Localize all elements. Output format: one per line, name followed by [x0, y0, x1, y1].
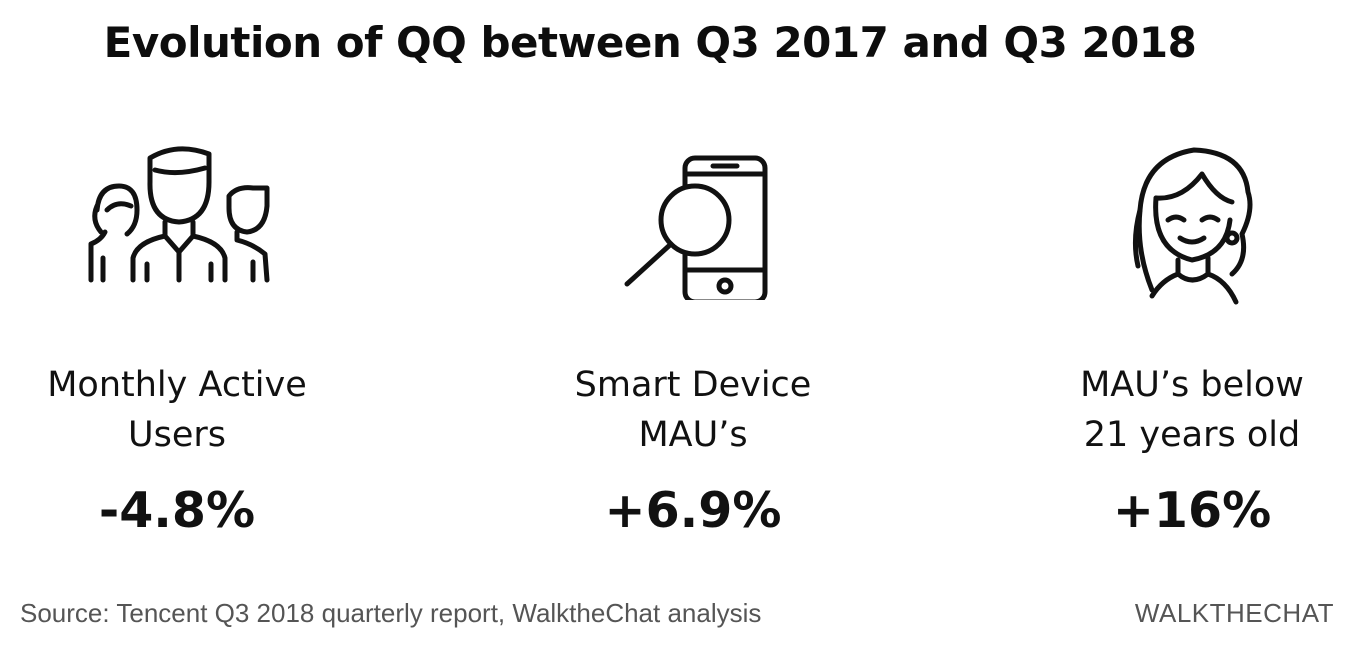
metric-label-line1: Monthly Active [47, 365, 307, 405]
metric-value: +6.9% [604, 482, 782, 539]
page-title: Evolution of QQ between Q3 2017 and Q3 2… [103, 18, 1197, 67]
metric-value: +16% [1112, 482, 1272, 539]
phone-magnifier-icon [483, 140, 903, 320]
metric-label: Smart Device MAU’s [483, 360, 903, 460]
source-note: Source: Tencent Q3 2018 quarterly report… [20, 598, 762, 628]
metric-card-smart-device: Smart Device MAU’s +6.9% [483, 140, 903, 539]
metric-value: -4.8% [98, 482, 256, 539]
brand-name: WALKTHECHAT [1134, 598, 1334, 628]
metric-label: MAU’s below 21 years old [982, 360, 1354, 460]
young-woman-icon [982, 140, 1354, 320]
metric-label-line1: MAU’s below [1080, 365, 1304, 405]
metric-card-under-21: MAU’s below 21 years old +16% [982, 140, 1354, 539]
metric-label-line2: Users [127, 415, 226, 455]
metric-label: Monthly Active Users [0, 360, 387, 460]
metric-label-line1: Smart Device [574, 365, 812, 405]
users-group-icon [0, 140, 387, 320]
metric-card-mau: Monthly Active Users -4.8% [0, 140, 387, 539]
metric-label-line2: MAU’s [638, 415, 748, 455]
metric-label-line2: 21 years old [1083, 415, 1301, 455]
